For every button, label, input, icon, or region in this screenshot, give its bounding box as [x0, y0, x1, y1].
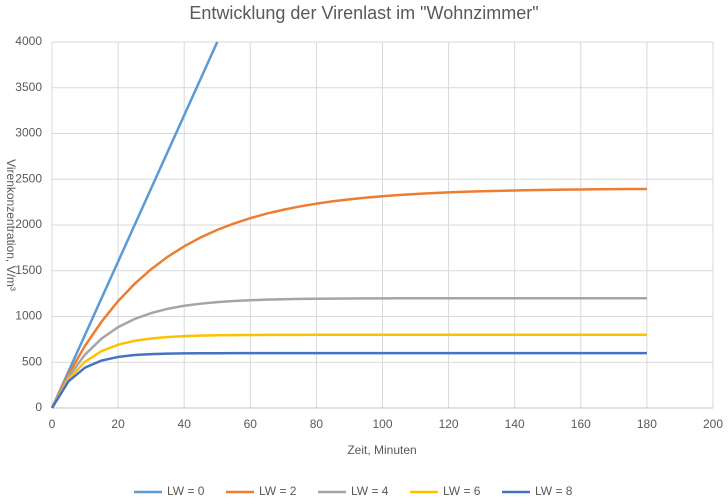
series-line — [50, 351, 647, 409]
x-tick-label: 60 — [244, 417, 258, 431]
legend-label: LW = 6 — [443, 484, 481, 498]
x-tick-label: 80 — [310, 417, 324, 431]
x-tick-label: 140 — [505, 417, 525, 431]
x-tick-label: 100 — [372, 417, 392, 431]
y-tick-label: 2000 — [15, 217, 42, 231]
legend-label: LW = 0 — [167, 484, 205, 498]
legend-label: LW = 8 — [535, 484, 573, 498]
legend-label: LW = 2 — [259, 484, 297, 498]
x-tick-label: 180 — [637, 417, 657, 431]
legend-label: LW = 4 — [351, 484, 389, 498]
x-tick-label: 160 — [571, 417, 591, 431]
x-tick-label: 120 — [439, 417, 459, 431]
x-tick-label: 200 — [703, 417, 723, 431]
series-line — [50, 296, 647, 409]
x-tick-label: 0 — [49, 417, 56, 431]
y-tick-label: 4000 — [15, 34, 42, 48]
y-tick-label: 2500 — [15, 171, 42, 185]
y-axis-title: Virenkonzentration, V/m³ — [4, 159, 18, 291]
x-tick-label: 20 — [111, 417, 125, 431]
series-line — [50, 187, 647, 409]
x-tick-label: 40 — [178, 417, 192, 431]
series-line — [50, 41, 219, 409]
y-tick-label: 3000 — [15, 126, 42, 140]
chart-title: Entwicklung der Virenlast im "Wohnzimmer… — [189, 3, 538, 23]
y-tick-label: 1500 — [15, 263, 42, 277]
y-tick-label: 3500 — [15, 80, 42, 94]
y-tick-label: 0 — [35, 400, 42, 414]
series-line — [50, 333, 647, 409]
y-tick-label: 1000 — [15, 309, 42, 323]
y-tick-label: 500 — [22, 354, 42, 368]
x-axis-title: Zeit, Minuten — [347, 443, 416, 457]
